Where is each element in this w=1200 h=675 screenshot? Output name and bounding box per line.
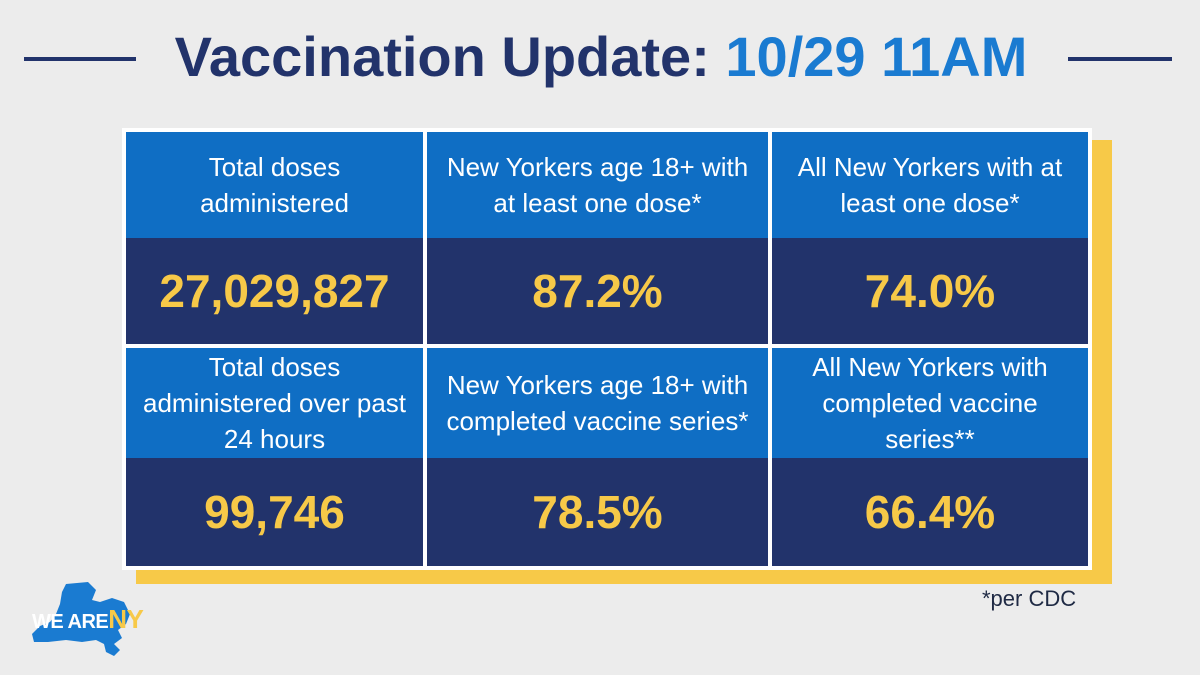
page-title: Vaccination Update: 10/29 11AM [138,22,1064,92]
metric-cell-all-completed: All New Yorkers with completed vaccine s… [772,348,1088,566]
metric-cell-doses-24h: Total doses administered over past 24 ho… [126,348,423,566]
metric-label: All New Yorkers with completed vaccine s… [772,348,1088,458]
title-date: 10/29 11AM [725,25,1028,88]
metric-label: All New Yorkers with at least one dose* [772,132,1088,238]
metric-value: 78.5% [427,458,768,566]
metric-label: New Yorkers age 18+ with completed vacci… [427,348,768,458]
we-are-ny-logo: WE ARENY [26,580,146,660]
metric-cell-adults-one-dose: New Yorkers age 18+ with at least one do… [427,132,768,344]
metric-value: 74.0% [772,238,1088,344]
metric-value: 87.2% [427,238,768,344]
logo-we-are: WE ARE [32,611,109,633]
logo-wordmark: WE ARENY [32,604,144,635]
metric-value: 27,029,827 [126,238,423,344]
title-main: Vaccination Update: [174,25,710,88]
metric-value: 99,746 [126,458,423,566]
title-divider-right [1068,57,1172,61]
title-row: Vaccination Update: 10/29 11AM [0,22,1200,92]
metric-value: 66.4% [772,458,1088,566]
new-york-state-shape-icon [32,582,130,656]
metric-cell-total-doses: Total doses administered 27,029,827 [126,132,423,344]
title-divider-left [24,57,136,61]
metric-label: Total doses administered over past 24 ho… [126,348,423,458]
metrics-grid: Total doses administered 27,029,827 New … [122,128,1092,570]
footnote: *per CDC [982,586,1077,611]
metric-label: Total doses administered [126,132,423,238]
metric-cell-adults-completed: New Yorkers age 18+ with completed vacci… [427,348,768,566]
metric-cell-all-one-dose: All New Yorkers with at least one dose* … [772,132,1088,344]
logo-ny: NY [108,604,144,634]
metric-label: New Yorkers age 18+ with at least one do… [427,132,768,238]
